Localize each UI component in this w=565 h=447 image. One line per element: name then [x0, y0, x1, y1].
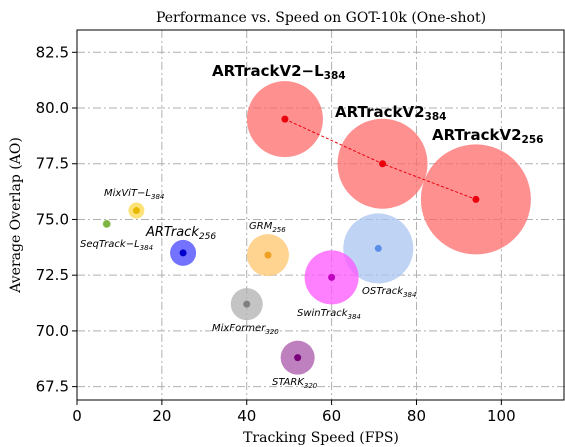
label-sub: 384 — [348, 313, 361, 321]
label-sub: 320 — [304, 382, 318, 390]
y-tick-label: 72.5 — [36, 266, 69, 284]
point-label: MixViT−L384 — [104, 188, 164, 201]
label-sub: 256 — [522, 134, 544, 146]
center-dot — [132, 207, 140, 215]
label-name: ARTrackV2 — [432, 126, 522, 144]
label-sub: 384 — [403, 291, 416, 299]
label-name: STARK — [272, 377, 305, 388]
point-label: SeqTrack−L384 — [80, 239, 153, 252]
y-tick-label: 75.0 — [36, 210, 69, 228]
center-dot — [328, 273, 336, 281]
x-tick-label: 100 — [487, 407, 516, 425]
center-dot — [294, 354, 302, 362]
label-name: OSTrack — [362, 286, 404, 297]
center-dot — [179, 249, 187, 257]
chart-title: Performance vs. Speed on GOT-10k (One-sh… — [156, 10, 486, 26]
x-axis-label: Tracking Speed (FPS) — [243, 430, 399, 446]
x-tick-label: 0 — [72, 407, 82, 425]
x-tick-label: 20 — [152, 407, 171, 425]
label-name: SwinTrack — [297, 308, 349, 319]
center-dot — [374, 244, 382, 252]
label-name: MixViT−L — [104, 188, 151, 199]
point-label: ARTrack256 — [145, 225, 216, 242]
point-label: ARTrackV2256 — [432, 126, 543, 146]
label-sub: 384 — [151, 193, 164, 201]
y-tick-label: 70.0 — [36, 322, 69, 340]
center-dot — [379, 160, 387, 168]
label-name: ARTrackV2−L — [212, 62, 324, 80]
plot-frame — [76, 29, 565, 401]
point-label: ARTrackV2−L384 — [212, 62, 346, 82]
label-name: ARTrackV2 — [335, 103, 425, 121]
label-name: GRM — [249, 221, 273, 232]
center-dot — [281, 115, 289, 123]
label-sub: 384 — [140, 244, 153, 252]
label-name: ARTrack — [145, 225, 199, 240]
point-label: SwinTrack384 — [297, 308, 361, 321]
label-sub: 384 — [324, 70, 346, 82]
label-name: MixFormer — [212, 323, 266, 334]
x-tick-label: 60 — [322, 407, 341, 425]
label-sub: 320 — [265, 328, 279, 336]
center-dot — [264, 251, 272, 259]
label-sub: 256 — [199, 232, 217, 242]
center-dot — [472, 195, 480, 203]
y-tick-label: 82.5 — [36, 43, 69, 61]
point-label: OSTrack384 — [362, 286, 416, 299]
point-label: GRM256 — [249, 221, 286, 234]
y-tick-label: 80.0 — [36, 99, 69, 117]
y-tick-label: 67.5 — [36, 378, 69, 396]
point-label: ARTrackV2384 — [335, 103, 446, 123]
point-label: MixFormer320 — [212, 323, 279, 336]
center-dot — [243, 300, 251, 308]
point-label: STARK320 — [272, 377, 318, 390]
x-tick-label: 80 — [407, 407, 426, 425]
label-sub: 384 — [425, 111, 447, 123]
label-sub: 256 — [272, 226, 286, 234]
label-name: SeqTrack−L — [80, 239, 140, 250]
y-tick-label: 77.5 — [36, 155, 69, 173]
center-dot — [103, 220, 111, 228]
x-tick-label: 40 — [237, 407, 256, 425]
y-axis-label: Average Overlap (AO) — [8, 137, 24, 294]
